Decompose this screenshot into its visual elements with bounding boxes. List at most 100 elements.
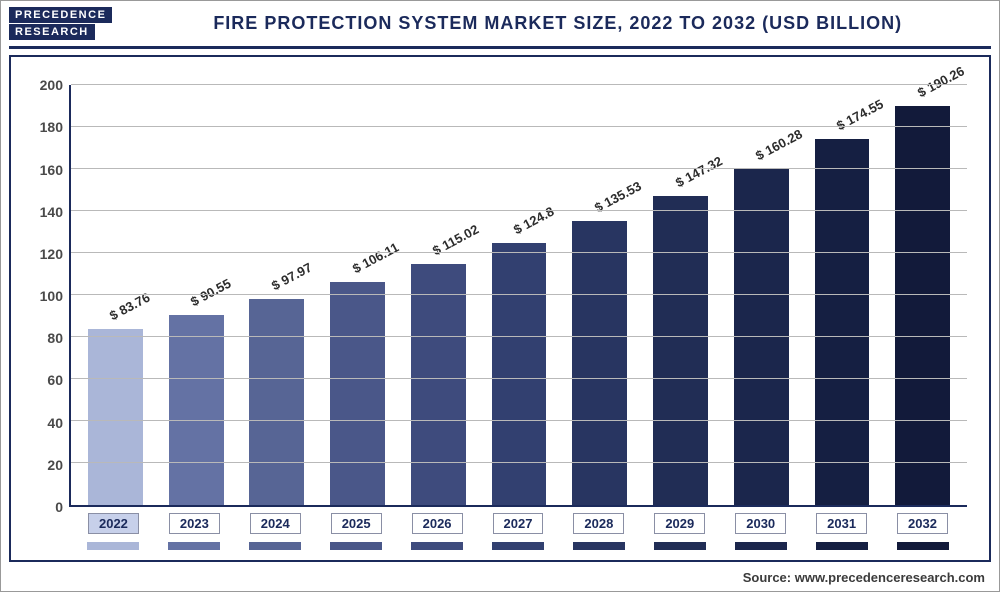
gridline <box>71 336 967 337</box>
logo-line1: PRECEDENCE <box>9 7 112 23</box>
bar <box>88 329 143 505</box>
legend-cell <box>73 542 154 550</box>
x-label: 2030 <box>735 513 786 534</box>
legend-cell <box>558 542 639 550</box>
legend-cell <box>397 542 478 550</box>
bar-slot: $ 115.02 <box>398 85 479 505</box>
x-cell: 2022 <box>73 513 154 534</box>
x-cell: 2029 <box>639 513 720 534</box>
bar-wrap: $ 124.8 <box>479 243 560 505</box>
page-frame: PRECEDENCE RESEARCH FIRE PROTECTION SYST… <box>0 0 1000 592</box>
x-label: 2022 <box>88 513 139 534</box>
legend-chip <box>735 542 787 550</box>
gridline <box>71 168 967 169</box>
chart-title: FIRE PROTECTION SYSTEM MARKET SIZE, 2022… <box>124 13 991 34</box>
y-tick: 40 <box>47 415 63 431</box>
gridline <box>71 294 967 295</box>
header: PRECEDENCE RESEARCH FIRE PROTECTION SYST… <box>5 5 995 46</box>
bar-slot: $ 90.55 <box>156 85 237 505</box>
legend-cell <box>720 542 801 550</box>
gridline <box>71 378 967 379</box>
legend-cell <box>235 542 316 550</box>
bar <box>653 196 708 505</box>
x-cell: 2025 <box>316 513 397 534</box>
y-tick: 160 <box>40 162 63 178</box>
x-label: 2025 <box>331 513 382 534</box>
bar-slot: $ 135.53 <box>559 85 640 505</box>
y-tick: 100 <box>40 288 63 304</box>
bar-slot: $ 106.11 <box>317 85 398 505</box>
bar <box>895 106 950 505</box>
y-axis: 020406080100120140160180200 <box>33 85 69 507</box>
bar-value-label: $ 190.26 <box>915 63 967 100</box>
bar-wrap: $ 174.55 <box>802 139 883 505</box>
legend-chip <box>168 542 220 550</box>
x-cell: 2023 <box>154 513 235 534</box>
legend-chip <box>816 542 868 550</box>
bar-slot: $ 83.76 <box>75 85 156 505</box>
x-axis: 2022 2023 2024 2025 2026 2027 2028 2029 2030 2031… <box>69 507 967 534</box>
x-label: 2031 <box>816 513 867 534</box>
bar-value-label: $ 90.55 <box>188 276 233 310</box>
x-cell: 2032 <box>882 513 963 534</box>
gridline <box>71 462 967 463</box>
x-cell: 2026 <box>397 513 478 534</box>
y-tick: 80 <box>47 330 63 346</box>
bar <box>169 315 224 505</box>
legend-chip <box>573 542 625 550</box>
y-tick: 60 <box>47 372 63 388</box>
legend-chip <box>87 542 139 550</box>
bar <box>249 299 304 505</box>
x-label: 2024 <box>250 513 301 534</box>
gridline <box>71 84 967 85</box>
legend-chip <box>330 542 382 550</box>
x-label: 2027 <box>493 513 544 534</box>
bar-wrap: $ 115.02 <box>398 264 479 505</box>
legend-row <box>69 534 967 550</box>
y-tick: 180 <box>40 119 63 135</box>
bar-wrap: $ 106.11 <box>317 282 398 505</box>
bar-value-label: $ 97.97 <box>269 260 314 294</box>
y-tick: 140 <box>40 204 63 220</box>
legend-chip <box>492 542 544 550</box>
bar <box>330 282 385 505</box>
bar-wrap: $ 90.55 <box>156 315 237 505</box>
bar-value-label: $ 174.55 <box>834 96 886 133</box>
bar-slot: $ 160.28 <box>721 85 802 505</box>
bar-slot: $ 97.97 <box>236 85 317 505</box>
x-cell: 2024 <box>235 513 316 534</box>
y-tick: 20 <box>47 457 63 473</box>
header-rule <box>9 46 991 49</box>
bars-container: $ 83.76$ 90.55$ 97.97$ 106.11$ 115.02$ 1… <box>71 85 967 505</box>
y-tick: 120 <box>40 246 63 262</box>
x-label: 2023 <box>169 513 220 534</box>
gridline <box>71 420 967 421</box>
source-label: Source: www.precedenceresearch.com <box>5 566 995 591</box>
legend-cell <box>882 542 963 550</box>
x-cell: 2028 <box>558 513 639 534</box>
legend-cell <box>801 542 882 550</box>
x-cell: 2027 <box>478 513 559 534</box>
legend-chip <box>249 542 301 550</box>
bar-wrap: $ 190.26 <box>882 106 963 505</box>
logo-line2: RESEARCH <box>9 24 95 40</box>
bar-wrap: $ 97.97 <box>236 299 317 505</box>
x-label: 2028 <box>573 513 624 534</box>
legend-chip <box>897 542 949 550</box>
plot-row: 020406080100120140160180200 $ 83.76$ 90.… <box>33 85 967 507</box>
bar-wrap: $ 83.76 <box>75 329 156 505</box>
bar-value-label: $ 106.11 <box>350 240 401 277</box>
bar-slot: $ 147.32 <box>640 85 721 505</box>
gridline <box>71 210 967 211</box>
bar <box>492 243 547 505</box>
legend-cell <box>478 542 559 550</box>
gridline <box>71 252 967 253</box>
x-cell: 2031 <box>801 513 882 534</box>
legend-cell <box>154 542 235 550</box>
legend-chip <box>654 542 706 550</box>
bar <box>815 139 870 505</box>
chart-frame: 020406080100120140160180200 $ 83.76$ 90.… <box>9 55 991 562</box>
legend-cell <box>639 542 720 550</box>
gridline <box>71 126 967 127</box>
logo: PRECEDENCE RESEARCH <box>9 7 112 40</box>
